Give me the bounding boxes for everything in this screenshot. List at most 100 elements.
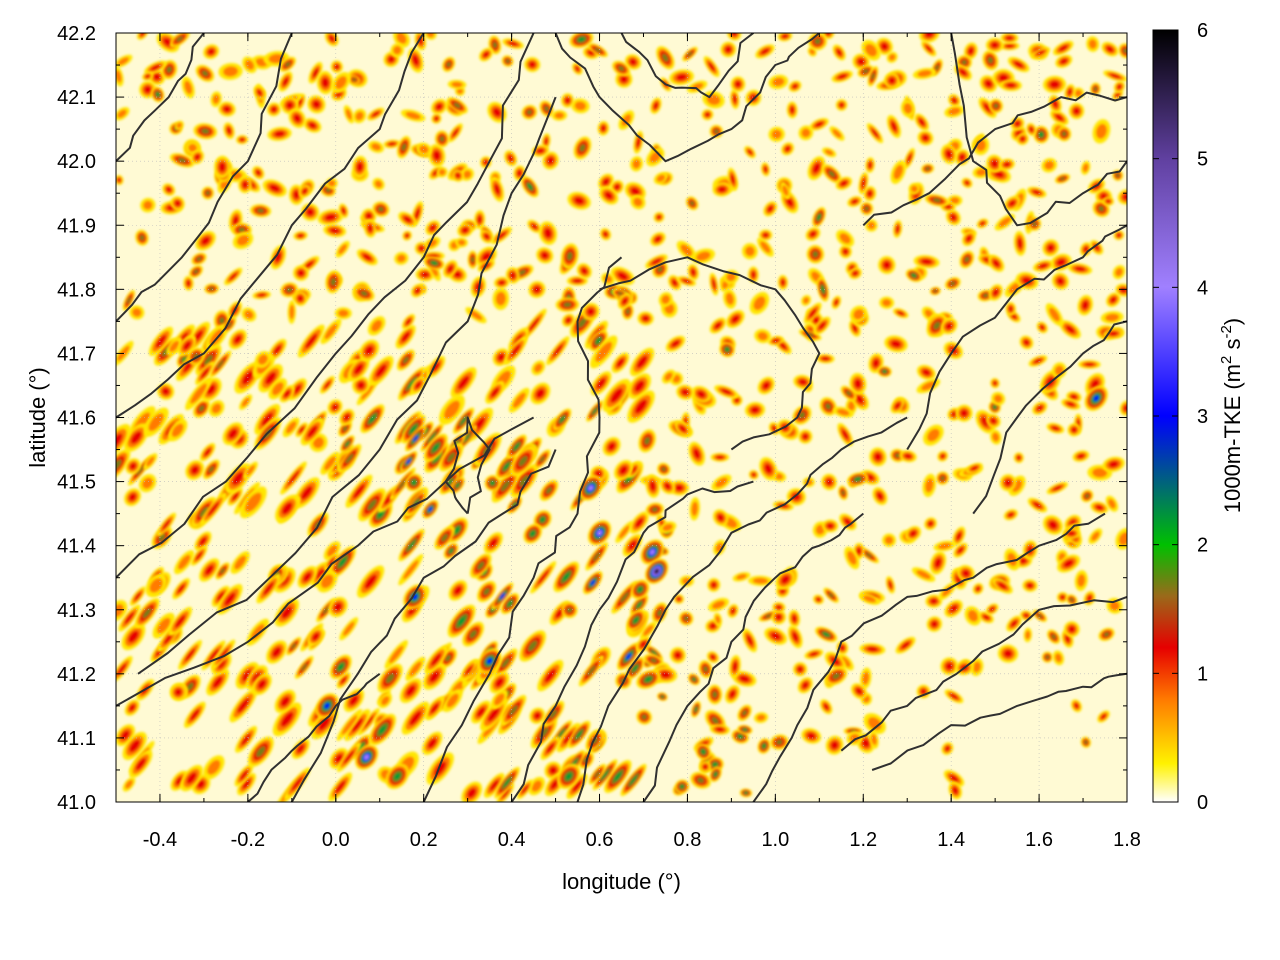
tke-level <box>196 256 202 262</box>
tke-cell <box>157 382 175 400</box>
tke-cell <box>367 107 385 121</box>
tke-level <box>325 187 331 193</box>
tke-level <box>950 197 960 205</box>
tke-cell <box>266 640 288 664</box>
tke-cell <box>1059 320 1081 339</box>
x-axis-label: longitude (°) <box>562 869 681 894</box>
tke-cell <box>328 772 353 802</box>
tke-cell <box>184 701 206 728</box>
tke-cell <box>217 584 243 615</box>
tke-cell <box>732 572 751 582</box>
tke-level <box>1044 160 1055 170</box>
tke-level <box>880 42 889 51</box>
tke-cell <box>919 33 940 43</box>
tke-level <box>1115 92 1121 98</box>
tke-cell <box>801 295 812 306</box>
tke-level <box>401 331 411 343</box>
tke-cell <box>218 101 236 117</box>
tke-level <box>362 253 372 261</box>
tke-cell <box>749 291 770 315</box>
tke-cell <box>744 146 756 159</box>
tke-level <box>414 208 421 220</box>
tke-cell <box>1053 40 1074 56</box>
tke-cell <box>866 123 884 144</box>
tke-cell <box>847 196 862 207</box>
tke-cell <box>303 118 322 133</box>
tke-level <box>184 80 193 95</box>
tke-level <box>709 622 717 629</box>
tke-level <box>435 103 443 111</box>
tke-cell <box>211 585 230 607</box>
tke-cell <box>122 289 136 311</box>
tke-cell <box>865 219 878 232</box>
colorbar-tick-label: 0 <box>1197 792 1208 814</box>
tke-level <box>518 269 527 276</box>
tke-cell <box>344 709 371 741</box>
x-tick-label: 1.8 <box>1113 829 1141 851</box>
tke-cell <box>539 479 559 501</box>
tke-level <box>812 162 821 174</box>
tke-level <box>335 780 346 794</box>
tke-level <box>692 677 696 682</box>
tke-cell <box>1054 173 1071 184</box>
tke-cell <box>819 397 837 416</box>
tke-cell <box>116 107 130 121</box>
tke-level <box>220 567 226 574</box>
tke-cell <box>399 678 422 704</box>
tke-level <box>312 436 325 449</box>
tke-cell <box>767 335 784 346</box>
tke-cell <box>183 275 194 291</box>
tke-level <box>1037 613 1043 618</box>
tke-cell <box>338 420 352 437</box>
tke-cell <box>1078 360 1101 369</box>
tke-level <box>470 256 475 263</box>
tke-cell <box>431 99 448 115</box>
tke-level <box>690 268 696 276</box>
x-tick-label: -0.2 <box>231 829 265 851</box>
x-tick-label: 1.6 <box>1025 829 1053 851</box>
tke-cell <box>959 250 975 269</box>
tke-level <box>371 319 383 332</box>
tke-level <box>405 685 416 697</box>
tke-cell <box>339 617 359 641</box>
tke-level <box>196 779 206 789</box>
colorbar-tick-label: 1 <box>1197 663 1208 685</box>
tke-cell <box>383 139 401 149</box>
tke-cell <box>860 667 872 689</box>
tke-level <box>882 261 891 269</box>
tke-level <box>543 227 552 239</box>
tke-cell <box>625 656 645 680</box>
tke-cell <box>195 64 215 82</box>
y-tick-label: 41.0 <box>57 792 96 814</box>
tke-cell <box>650 97 662 114</box>
tke-cell <box>768 126 785 142</box>
tke-level <box>944 745 951 752</box>
tke-level <box>1110 296 1117 303</box>
y-tick-label: 41.6 <box>57 408 96 430</box>
tke-cell <box>878 256 896 274</box>
tke-level <box>644 436 651 445</box>
tke-level <box>822 632 830 637</box>
tke-level <box>736 573 747 580</box>
tke-level <box>940 453 946 459</box>
y-tick-label: 41.1 <box>57 728 96 750</box>
y-tick-label: 41.7 <box>57 343 96 365</box>
tke-level <box>747 149 753 155</box>
tke-level <box>671 279 678 286</box>
y-tick-label: 42.2 <box>57 23 96 45</box>
tke-level <box>544 105 550 112</box>
tke-cell <box>690 771 712 789</box>
tke-level <box>427 738 437 749</box>
tke-cell <box>945 209 961 226</box>
tke-cell <box>384 640 408 669</box>
tke-level <box>554 112 565 119</box>
tke-level <box>618 525 630 539</box>
tke-cell <box>771 609 787 625</box>
tke-level <box>338 309 349 317</box>
tke-level <box>273 344 282 355</box>
tke-cell <box>323 541 341 561</box>
tke-cell <box>822 147 837 158</box>
tke-cell <box>524 57 541 73</box>
tke-level <box>242 669 253 682</box>
tke-level <box>625 308 630 315</box>
